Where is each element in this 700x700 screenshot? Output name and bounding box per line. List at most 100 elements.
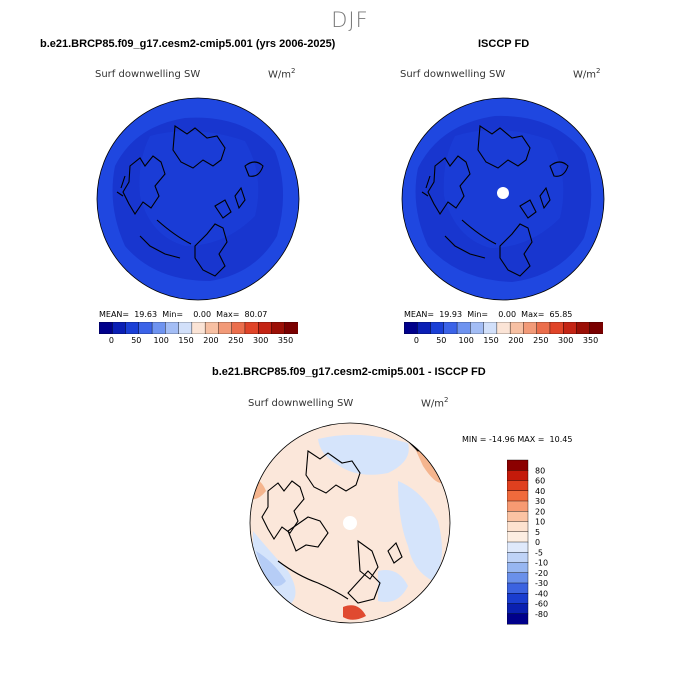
right-colorbar-tick-label: 350 <box>582 336 599 345</box>
right-colorbar-tick-label: 50 <box>436 336 447 345</box>
left-colorbar-tick-label: 100 <box>153 336 169 345</box>
right-colorbar-swatch <box>536 322 551 334</box>
right-colorbar-swatch <box>576 322 591 334</box>
right-colorbar-tick-label: 250 <box>533 336 549 345</box>
left-colorbar-swatch <box>125 322 140 334</box>
diff-colorbar-swatch <box>507 521 529 533</box>
diff-colorbar-swatch <box>507 593 529 605</box>
diff-colorbar-tick-label: 10 <box>535 518 545 527</box>
right-colorbar-swatch <box>523 322 538 334</box>
right-colorbar-swatch <box>417 322 432 334</box>
left-colorbar-swatch <box>257 322 272 334</box>
diff-variable-label: Surf downwelling SW <box>248 398 354 409</box>
left-colorbar-tick-label: 350 <box>277 336 294 345</box>
right-units-label: W/m2 <box>573 67 601 81</box>
diff-colorbar-tick-label: -80 <box>535 610 548 619</box>
diff-colorbar-tick-label: -10 <box>535 559 548 568</box>
right-colorbar-swatch <box>483 322 498 334</box>
left-colorbar-swatch <box>99 322 113 334</box>
diff-colorbar-tick-label: -5 <box>535 548 543 557</box>
left-colorbar-swatch <box>138 322 153 334</box>
diff-colorbar-swatch <box>507 582 529 594</box>
diff-stats: MIN = -14.96 MAX = 10.45 <box>462 435 573 444</box>
diff-colorbar-swatch <box>507 562 529 574</box>
left-colorbar-swatch <box>151 322 166 334</box>
diff-mid-blue-patch-west <box>256 551 286 586</box>
right-variable-label: Surf downwelling SW <box>400 69 506 80</box>
diff-blue-patch-north <box>318 434 409 475</box>
diff-colorbar-tick-label: 5 <box>535 528 540 537</box>
diff-colorbar-tick-label: 80 <box>535 466 545 475</box>
left-colorbar-swatch <box>112 322 127 334</box>
left-colorbar-swatch <box>271 322 286 334</box>
left-colorbar-tick-label: 0 <box>108 336 114 345</box>
diff-blue-patch-south <box>378 570 408 602</box>
right-colorbar-swatch <box>549 322 564 334</box>
diff-pole-hole <box>343 516 357 530</box>
diff-colorbar-swatch <box>507 490 529 502</box>
diff-colorbar-tick-label: -40 <box>535 589 548 598</box>
right-colorbar-swatch <box>443 322 458 334</box>
right-colorbar <box>404 322 603 334</box>
left-panel-title: b.e21.BRCP85.f09_g17.cesm2-cmip5.001 (yr… <box>40 38 336 50</box>
diff-colorbar-swatch <box>507 541 529 553</box>
left-colorbar-tick-label: 50 <box>131 336 142 345</box>
right-colorbar-swatch <box>562 322 577 334</box>
diff-colorbar-swatch <box>507 603 529 615</box>
left-polar-map <box>96 97 300 301</box>
left-colorbar-swatch <box>284 322 298 334</box>
diff-colorbar-swatch <box>507 613 529 625</box>
right-map-border <box>401 97 605 301</box>
left-colorbar-tick-label: 150 <box>178 336 194 345</box>
season-title: DJF <box>331 8 369 32</box>
diff-colorbar-swatch <box>507 531 529 543</box>
diff-colorbar-tick-label: -20 <box>535 569 548 578</box>
left-colorbar-swatch <box>191 322 206 334</box>
left-colorbar-swatch <box>231 322 246 334</box>
diff-colorbar-swatch <box>507 500 529 512</box>
left-colorbar <box>99 322 298 334</box>
diff-colorbar-tick-label: 30 <box>535 497 545 506</box>
left-coastlines <box>116 125 264 277</box>
diff-colorbar-swatch <box>507 552 529 564</box>
diff-coastlines <box>261 440 435 604</box>
right-stats: MEAN= 19.93 Min= 0.00 Max= 65.85 <box>404 310 573 319</box>
left-map-core-region <box>139 131 259 246</box>
left-colorbar-labels: 0 50 100 150 200 250 300 350 <box>99 336 298 348</box>
left-colorbar-tick-label: 200 <box>203 336 219 345</box>
left-colorbar-swatch <box>165 322 180 334</box>
right-coastlines <box>421 125 569 277</box>
diff-colorbar-tick-label: -60 <box>535 600 548 609</box>
right-colorbar-swatch <box>470 322 485 334</box>
left-variable-label: Surf downwelling SW <box>95 69 201 80</box>
diff-colorbar-swatch <box>507 511 529 523</box>
right-colorbar-swatch <box>589 322 603 334</box>
diff-colorbar-tick-label: 60 <box>535 477 545 486</box>
diff-units-label: W/m2 <box>421 396 449 410</box>
diff-panel-title: b.e21.BRCP85.f09_g17.cesm2-cmip5.001 - I… <box>212 366 486 378</box>
left-units-label: W/m2 <box>268 67 296 81</box>
left-colorbar-tick-label: 250 <box>228 336 244 345</box>
right-polar-map <box>401 97 605 301</box>
left-colorbar-swatch <box>218 322 233 334</box>
right-colorbar-swatch <box>404 322 418 334</box>
diff-blue-patch-east <box>398 481 442 581</box>
right-colorbar-tick-label: 0 <box>413 336 419 345</box>
diff-colorbar-swatch <box>507 572 529 584</box>
diff-colorbar-swatch <box>507 480 529 492</box>
right-colorbar-tick-label: 150 <box>483 336 499 345</box>
diff-colorbar-tick-label: 40 <box>535 487 545 496</box>
diff-map-border <box>249 422 451 624</box>
right-colorbar-swatch <box>456 322 471 334</box>
diff-colorbar-tick-label: -30 <box>535 579 548 588</box>
diff-colorbar-swatch <box>507 459 529 471</box>
left-colorbar-swatch <box>244 322 259 334</box>
right-colorbar-swatch <box>430 322 445 334</box>
left-map-border <box>96 97 300 301</box>
left-colorbar-swatch <box>204 322 219 334</box>
diff-polar-map <box>249 422 451 624</box>
right-pole-hole <box>497 187 509 199</box>
right-colorbar-tick-label: 100 <box>458 336 474 345</box>
right-colorbar-tick-label: 300 <box>558 336 574 345</box>
